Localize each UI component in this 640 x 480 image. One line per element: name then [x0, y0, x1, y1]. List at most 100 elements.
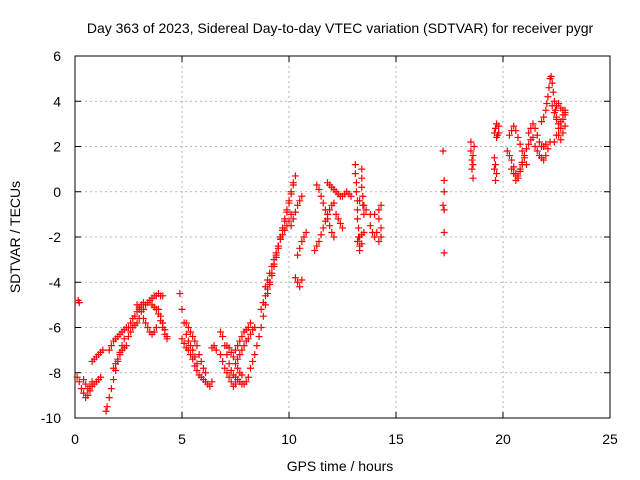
data-point: [328, 228, 336, 236]
data-point: [377, 233, 385, 241]
data-point: [161, 330, 169, 338]
y-tick-label: -2: [49, 229, 62, 245]
data-point: [232, 346, 239, 354]
data-point: [191, 337, 199, 345]
data-point: [180, 339, 188, 347]
data-point: [330, 233, 338, 241]
data-point: [561, 122, 569, 130]
data-point: [110, 364, 118, 372]
data-point: [324, 215, 332, 223]
data-point: [332, 210, 340, 218]
data-point: [294, 201, 302, 209]
data-point: [542, 152, 550, 160]
data-point: [281, 226, 289, 234]
data-point: [261, 283, 269, 291]
data-point: [531, 143, 539, 150]
data-point: [270, 256, 278, 264]
data-point: [234, 342, 242, 350]
data-point: [272, 249, 280, 257]
data-point: [110, 376, 118, 384]
data-point: [296, 283, 304, 291]
data-point: [533, 131, 541, 139]
data-point: [291, 172, 299, 180]
data-point: [73, 373, 81, 381]
data-point: [371, 210, 379, 218]
data-point: [285, 197, 293, 205]
data-point: [439, 201, 447, 209]
data-point: [193, 366, 201, 374]
data-point: [289, 215, 297, 223]
data-point: [232, 360, 239, 368]
data-point: [253, 342, 261, 350]
data-point: [229, 353, 237, 361]
data-point: [319, 224, 327, 232]
data-point: [508, 165, 516, 173]
data-point: [217, 351, 225, 359]
data-point: [559, 106, 567, 114]
data-point: [144, 324, 152, 331]
data-point: [287, 188, 295, 196]
data-point: [362, 206, 370, 214]
data-point: [236, 351, 244, 359]
data-point: [533, 147, 541, 155]
data-point: [538, 118, 546, 126]
data-point: [178, 335, 186, 343]
data-point: [300, 233, 308, 241]
data-point: [80, 389, 88, 397]
x-axis-label: GPS time / hours: [287, 458, 394, 474]
data-point: [493, 133, 501, 141]
y-tick-label: -10: [41, 410, 61, 426]
data-point: [373, 228, 381, 236]
data-point: [529, 133, 537, 141]
data-point: [512, 127, 520, 135]
data-point: [302, 228, 310, 236]
data-point: [375, 206, 383, 214]
data-point: [360, 201, 368, 209]
data-point: [187, 342, 195, 350]
data-point: [191, 362, 199, 370]
data-point: [86, 382, 94, 390]
data-point: [266, 269, 274, 277]
data-point: [202, 369, 210, 377]
data-point: [261, 292, 269, 300]
data-point: [550, 109, 558, 117]
data-point: [77, 385, 85, 393]
data-point: [251, 351, 259, 359]
data-point: [439, 147, 447, 155]
data-point: [547, 72, 555, 80]
data-point: [358, 174, 366, 182]
data-point: [495, 122, 503, 130]
data-point: [330, 199, 338, 207]
data-point: [107, 342, 115, 350]
data-point: [468, 156, 476, 164]
data-point: [353, 215, 361, 223]
data-point: [516, 165, 524, 173]
data-point: [279, 231, 287, 239]
data-point: [326, 222, 334, 230]
points-layer: [73, 72, 569, 415]
data-point: [276, 235, 284, 243]
data-point: [516, 140, 524, 148]
data-point: [154, 310, 162, 318]
data-point: [225, 373, 233, 381]
data-point: [246, 364, 254, 372]
data-point: [75, 378, 83, 386]
data-point: [355, 224, 363, 232]
data-point: [440, 176, 448, 184]
data-point: [225, 344, 233, 352]
data-point: [152, 305, 160, 313]
data-point: [548, 79, 556, 87]
data-point: [315, 185, 323, 193]
data-point: [510, 122, 518, 130]
data-point: [219, 357, 227, 365]
data-point: [182, 319, 190, 327]
data-point: [206, 382, 214, 390]
data-point: [470, 143, 478, 150]
data-point: [553, 113, 560, 121]
data-point: [227, 378, 235, 386]
data-point: [351, 170, 359, 178]
data-point: [440, 228, 448, 236]
data-point: [375, 238, 383, 246]
data-point: [234, 364, 242, 372]
data-point: [359, 192, 367, 200]
